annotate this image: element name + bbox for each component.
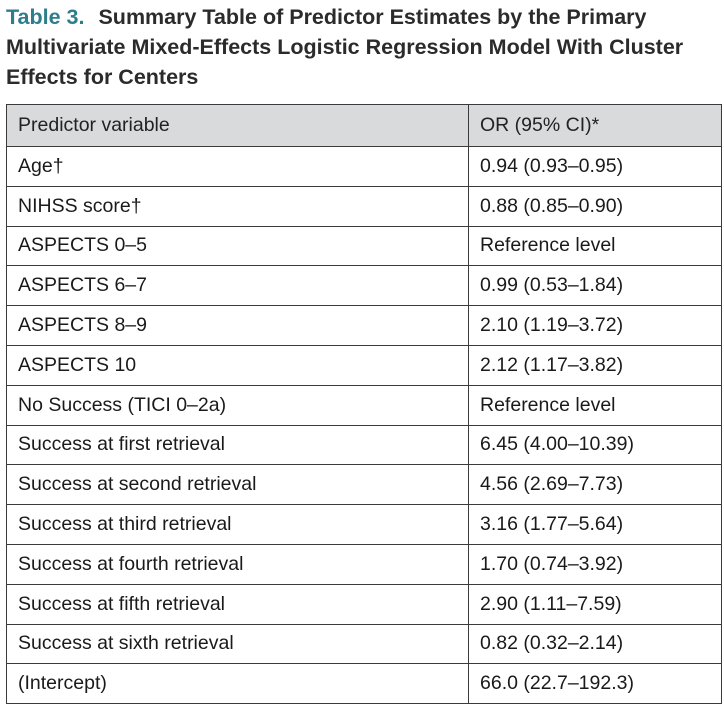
odds-ratio-cell: Reference level: [468, 384, 722, 426]
predictor-cell: Success at third retrieval: [6, 504, 469, 545]
table-row: ASPECTS 10 2.12 (1.17–3.82): [6, 344, 722, 386]
predictor-cell: Success at first retrieval: [6, 424, 469, 466]
table-label: Table 3.: [6, 5, 85, 29]
predictor-estimates-table: Predictor variable OR (95% CI)* Age† 0.94…: [6, 104, 722, 705]
table-body: Age† 0.94 (0.93–0.95) NIHSS score† 0.88 (0.…: [6, 146, 722, 705]
odds-ratio-cell: Reference level: [468, 225, 722, 267]
odds-ratio-cell: 2.12 (1.17–3.82): [468, 344, 722, 386]
predictor-cell: Success at fifth retrieval: [6, 583, 469, 625]
predictor-cell: No Success (TICI 0–2a): [6, 384, 469, 426]
odds-ratio-cell: 2.10 (1.19–3.72): [468, 305, 722, 346]
odds-ratio-cell: 2.90 (1.11–7.59): [468, 583, 722, 625]
odds-ratio-cell: 0.82 (0.32–2.14): [468, 623, 722, 665]
odds-ratio-cell: 6.45 (4.00–10.39): [468, 424, 722, 466]
predictor-cell: Success at second retrieval: [6, 464, 469, 506]
table-row: No Success (TICI 0–2a) Reference level: [6, 384, 722, 426]
table-row: Success at second retrieval 4.56 (2.69–7.…: [6, 464, 722, 506]
table-row: Success at fifth retrieval 2.90 (1.11–7.5…: [6, 583, 722, 625]
predictor-cell: Success at fourth retrieval: [6, 543, 469, 585]
table-row: Success at third retrieval 3.16 (1.77–5.6…: [6, 504, 722, 545]
table-title: Summary Table of Predictor Estimates by …: [6, 5, 684, 89]
table-row: Success at first retrieval 6.45 (4.00–10.…: [6, 424, 722, 466]
predictor-cell: ASPECTS 10: [6, 344, 469, 386]
odds-ratio-cell: 0.99 (0.53–1.84): [468, 265, 722, 307]
table-row: Success at fourth retrieval 1.70 (0.74–3.…: [6, 543, 722, 585]
table-row: ASPECTS 6–7 0.99 (0.53–1.84): [6, 265, 722, 307]
predictor-cell: ASPECTS 8–9: [6, 305, 469, 346]
column-header-predictor-variable: Predictor variable: [6, 104, 469, 147]
table-caption: Table 3. Summary Table of Predictor Estim…: [6, 2, 718, 92]
odds-ratio-cell: 0.88 (0.85–0.90): [468, 185, 722, 227]
odds-ratio-cell: 66.0 (22.7–192.3): [468, 663, 722, 705]
column-header-odds-ratio: OR (95% CI)*: [468, 104, 722, 147]
table-row: ASPECTS 0–5 Reference level: [6, 225, 722, 267]
table-row: Success at sixth retrieval 0.82 (0.32–2.1…: [6, 623, 722, 665]
predictor-cell: Success at sixth retrieval: [6, 623, 469, 665]
table-row: Age† 0.94 (0.93–0.95): [6, 146, 722, 187]
predictor-cell: NIHSS score†: [6, 185, 469, 227]
predictor-cell: ASPECTS 6–7: [6, 265, 469, 307]
odds-ratio-cell: 4.56 (2.69–7.73): [468, 464, 722, 506]
table-row: ASPECTS 8–9 2.10 (1.19–3.72): [6, 305, 722, 346]
table-header-row: Predictor variable OR (95% CI)*: [6, 104, 722, 147]
predictor-cell: ASPECTS 0–5: [6, 225, 469, 267]
predictor-cell: (Intercept): [6, 663, 469, 705]
odds-ratio-cell: 3.16 (1.77–5.64): [468, 504, 722, 545]
table-row: (Intercept) 66.0 (22.7–192.3): [6, 663, 722, 705]
odds-ratio-cell: 1.70 (0.74–3.92): [468, 543, 722, 585]
predictor-cell: Age†: [6, 146, 469, 187]
table-row: NIHSS score† 0.88 (0.85–0.90): [6, 185, 722, 227]
odds-ratio-cell: 0.94 (0.93–0.95): [468, 146, 722, 187]
